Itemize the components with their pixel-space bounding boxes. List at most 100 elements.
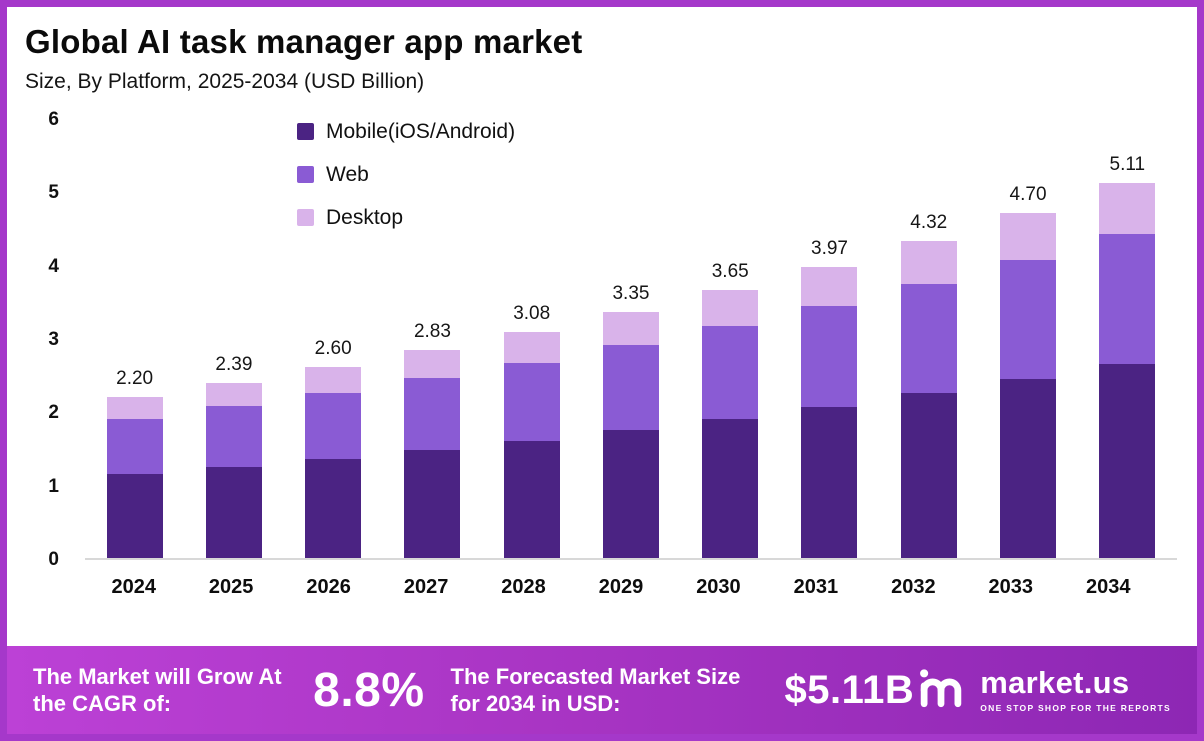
- market-us-logo-icon: [914, 661, 968, 720]
- bar-segment-desktop: [106, 396, 163, 419]
- bar-segment-web: [900, 283, 957, 393]
- brand-tagline: ONE STOP SHOP FOR THE REPORTS: [980, 703, 1171, 713]
- forecast-label: The Forecasted Market Size for 2034 in U…: [450, 663, 741, 717]
- bar-segment-desktop: [1099, 183, 1156, 234]
- y-tick-label: 5: [48, 182, 59, 204]
- brand-block: market.us ONE STOP SHOP FOR THE REPORTS: [914, 661, 1171, 720]
- x-tick-label: 2033: [988, 575, 1034, 598]
- bar-column: 2.60: [284, 118, 383, 558]
- bar-stack: [702, 290, 759, 558]
- legend-label-web: Web: [326, 162, 369, 186]
- legend-swatch-web: [297, 166, 314, 184]
- y-tick-label: 1: [48, 475, 59, 497]
- bar-segment-mobile-ios-android-: [106, 474, 163, 558]
- bar-total-label: 3.35: [612, 283, 650, 305]
- legend-item-web: Web: [297, 163, 515, 187]
- bar-segment-desktop: [305, 367, 362, 393]
- brand-name: market.us: [980, 665, 1130, 700]
- legend-swatch-mobile: [297, 123, 314, 141]
- x-tick-label: 2025: [208, 575, 254, 598]
- bar-column: 3.35: [581, 118, 680, 558]
- bar-segment-desktop: [602, 312, 659, 346]
- bar-column: 3.08: [482, 118, 581, 558]
- bar-stack: [602, 312, 659, 558]
- bar-stack: [503, 332, 560, 558]
- bar-segment-mobile-ios-android-: [205, 467, 262, 558]
- bar-stack: [205, 382, 262, 558]
- bar-stack: [900, 241, 957, 558]
- x-tick-label: 2028: [501, 575, 546, 598]
- bar-stack: [106, 396, 163, 558]
- bar-column: 5.11: [1078, 118, 1177, 558]
- bar-column: 2.20: [85, 118, 184, 558]
- bar-column: 2.83: [383, 118, 482, 558]
- x-tick-label: 2027: [403, 575, 449, 598]
- bar-segment-desktop: [801, 266, 858, 307]
- x-tick-label: 2026: [306, 575, 351, 598]
- y-axis: 0 1 2 3 4 5 6: [7, 109, 85, 570]
- chart-legend: Mobile(iOS/Android) Web Desktop: [297, 120, 515, 230]
- bar-column: 3.65: [681, 118, 780, 558]
- bar-total-label: 2.83: [413, 321, 451, 343]
- bar-stack: [801, 266, 858, 558]
- bar-segment-web: [801, 306, 858, 407]
- brand-text: market.us ONE STOP SHOP FOR THE REPORTS: [980, 667, 1171, 713]
- legend-item-mobile: Mobile(iOS/Android): [297, 120, 515, 144]
- bar-segment-mobile-ios-android-: [404, 450, 461, 558]
- bar-segment-web: [1000, 259, 1057, 380]
- bar-segment-mobile-ios-android-: [602, 430, 659, 558]
- bar-segment-mobile-ios-android-: [900, 392, 957, 558]
- bar-segment-mobile-ios-android-: [702, 418, 759, 558]
- bar-stack: [1099, 183, 1156, 558]
- x-tick-label: 2031: [793, 575, 839, 598]
- plot-area: Mobile(iOS/Android) Web Desktop 2.20 2.39…: [85, 118, 1177, 560]
- stacked-bar-chart: 0 1 2 3 4 5 6 Mobile(iOS/Android) Web Desktop: [7, 109, 1197, 599]
- bar-segment-desktop: [404, 350, 461, 379]
- bar-column: 4.70: [978, 118, 1077, 558]
- x-tick-label: 2034: [1086, 575, 1131, 598]
- y-tick-label: 6: [48, 108, 59, 130]
- bar-segment-desktop: [1000, 213, 1057, 260]
- bar-segment-web: [305, 392, 362, 459]
- y-tick-label: 2: [48, 402, 59, 424]
- bar-segment-web: [205, 406, 262, 468]
- legend-label-mobile: Mobile(iOS/Android): [326, 119, 516, 143]
- legend-swatch-desktop: [297, 209, 314, 227]
- bar-stack: [1000, 213, 1057, 558]
- bar-column: 3.97: [780, 118, 879, 558]
- bar-total-label: 3.97: [811, 237, 848, 259]
- bar-stack: [404, 350, 461, 558]
- bar-segment-desktop: [702, 290, 759, 327]
- cagr-label: The Market will Grow At the CAGR of:: [33, 663, 282, 717]
- bar-segment-desktop: [900, 241, 957, 284]
- bar-segment-mobile-ios-android-: [801, 406, 858, 558]
- page-title: Global AI task manager app market: [25, 23, 583, 60]
- x-tick-label: 2030: [696, 575, 741, 598]
- bar-segment-web: [404, 378, 461, 451]
- bar-total-label: 3.08: [513, 303, 551, 325]
- legend-item-desktop: Desktop: [297, 206, 515, 230]
- bar-total-label: 2.39: [215, 353, 253, 375]
- header: Global AI task manager app market Size, …: [7, 7, 1197, 94]
- bar-segment-mobile-ios-android-: [305, 458, 362, 558]
- bar-total-label: 5.11: [1109, 154, 1146, 176]
- footer-banner: The Market will Grow At the CAGR of: 8.8…: [7, 646, 1197, 734]
- bar-segment-mobile-ios-android-: [503, 440, 560, 558]
- bar-segment-web: [702, 326, 759, 419]
- bar-segment-desktop: [503, 332, 560, 363]
- x-axis: 2024 2025 2026 2027 2028 2029 2030 2031 2032 2033…: [85, 560, 1157, 599]
- x-tick-label: 2024: [111, 575, 156, 598]
- cagr-value: 8.8%: [313, 663, 425, 717]
- bar-segment-web: [106, 418, 163, 475]
- bar-total-label: 3.65: [711, 261, 749, 283]
- bar-segment-mobile-ios-android-: [1000, 379, 1057, 558]
- y-tick-label: 3: [48, 328, 59, 350]
- forecast-value: $5.11B: [784, 667, 915, 712]
- page-subtitle: Size, By Platform, 2025-2034 (USD Billio…: [25, 69, 425, 93]
- bar-segment-desktop: [205, 382, 262, 407]
- x-tick-label: 2029: [598, 575, 644, 598]
- legend-label-desktop: Desktop: [326, 205, 404, 229]
- y-tick-label: 4: [48, 255, 59, 277]
- bar-segment-web: [1099, 233, 1156, 364]
